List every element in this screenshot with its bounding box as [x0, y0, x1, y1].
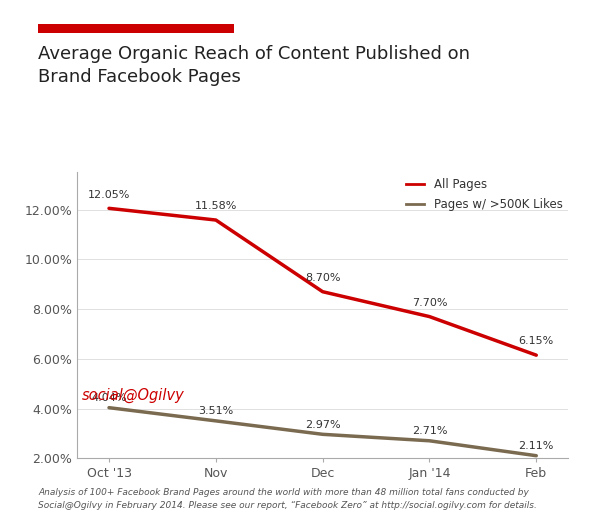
Legend: All Pages, Pages w/ >500K Likes: All Pages, Pages w/ >500K Likes: [406, 178, 562, 211]
Text: social@Ogilvy: social@Ogilvy: [82, 388, 185, 403]
Text: 12.05%: 12.05%: [88, 190, 130, 200]
Text: 2.97%: 2.97%: [305, 420, 340, 430]
Text: 11.58%: 11.58%: [195, 201, 237, 211]
Text: 2.71%: 2.71%: [411, 426, 447, 436]
Text: 4.04%: 4.04%: [91, 393, 127, 403]
Text: Analysis of 100+ Facebook Brand Pages around the world with more than 48 million: Analysis of 100+ Facebook Brand Pages ar…: [38, 488, 538, 510]
Text: 3.51%: 3.51%: [198, 407, 233, 417]
Text: 7.70%: 7.70%: [411, 298, 447, 308]
Text: 8.70%: 8.70%: [305, 273, 340, 283]
Text: Average Organic Reach of Content Published on
Brand Facebook Pages: Average Organic Reach of Content Publish…: [38, 45, 471, 86]
Text: 6.15%: 6.15%: [519, 337, 554, 347]
Text: 2.11%: 2.11%: [519, 441, 554, 451]
